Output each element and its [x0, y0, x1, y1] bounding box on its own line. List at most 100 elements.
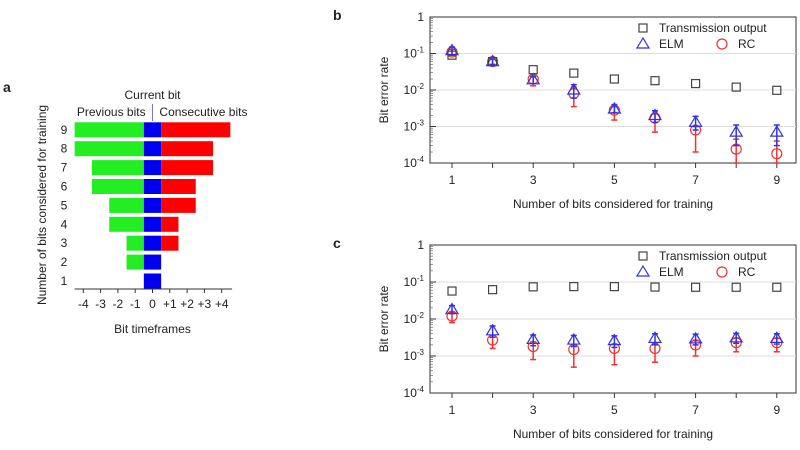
data-point-square [447, 50, 457, 60]
ytick-label: 10-1 [404, 274, 425, 289]
data-point-square [447, 286, 457, 296]
panel-a: Current bit Previous bits Consecutive bits… [35, 88, 247, 336]
data-point-square [690, 282, 701, 292]
data-point-square [690, 78, 701, 89]
panel-c: 10-4 10-3 10-2 10-1 1 1 3 5 7 9 Number of bits con… [377, 238, 797, 441]
data-point-triangle [566, 332, 581, 345]
ytick-label: 10-2 [404, 311, 425, 326]
ytick-label-8: 8 [61, 142, 68, 156]
ytick-label: 10-1 [404, 46, 425, 61]
xtick-label: -1 [130, 297, 141, 311]
data-point-triangle [729, 330, 744, 343]
xtick-label: 0 [149, 297, 156, 311]
ytick-label-5: 5 [61, 198, 68, 212]
y-axis-label: Bit error rate [377, 285, 391, 352]
bar-consecutive-3 [161, 235, 179, 251]
ytick-label-9: 9 [61, 123, 68, 137]
data-point-square [650, 282, 660, 292]
header-consecutive-bits: Consecutive bits [159, 105, 247, 119]
ytick-label-2: 2 [61, 255, 68, 269]
xtick-label: +1 [163, 297, 177, 311]
legend-label-transmission: Transmission output [659, 21, 767, 35]
bar-current-4 [143, 216, 162, 232]
legend-marker-transmission [638, 23, 648, 33]
data-point-square [609, 282, 620, 292]
bar-current-7 [143, 160, 162, 176]
xtick-label: 3 [530, 173, 537, 187]
panel-label-b: b [333, 7, 342, 23]
ytick-label-4: 4 [61, 217, 68, 231]
bar-consecutive-9 [161, 122, 231, 138]
ytick-label: 10-3 [404, 348, 425, 363]
x-axis-label: Bit timeframes [114, 322, 191, 336]
data-point-square [528, 282, 538, 292]
data-point-square [528, 65, 538, 75]
data-point-square [731, 282, 741, 292]
ytick-label: 10-2 [404, 82, 425, 97]
data-point-triangle [526, 72, 541, 85]
xtick-label: 1 [449, 173, 456, 187]
xtick-label: -3 [95, 297, 106, 311]
ytick-label: 10-4 [404, 155, 425, 170]
bar-consecutive-8 [161, 141, 214, 157]
data-point-square [488, 56, 498, 67]
ytick-label-3: 3 [61, 236, 68, 250]
bar-previous-2 [126, 254, 144, 270]
bar-current-9 [143, 122, 162, 138]
data-point-triangle [729, 124, 744, 137]
bar-current-6 [143, 179, 162, 194]
ytick-label: 10-4 [404, 385, 425, 400]
xtick-label: -4 [78, 297, 89, 311]
legend-label-elm: ELM [659, 265, 684, 279]
legend-marker-elm [635, 36, 651, 49]
data-point-square [731, 82, 741, 92]
xtick-label: 5 [611, 173, 618, 187]
panel-b: 10-4 10-3 10-2 10-1 1 1 3 5 7 9 Number of bits con… [377, 10, 797, 211]
data-point-triangle [607, 101, 622, 114]
legend-marker-transmission [638, 251, 648, 261]
bar-current-2 [143, 254, 162, 270]
data-point-triangle [647, 331, 663, 343]
bar-current-5 [143, 197, 162, 213]
bar-previous-4 [109, 216, 144, 232]
bar-consecutive-7 [161, 160, 214, 176]
xtick-label: 1 [449, 403, 456, 417]
data-point-square [569, 282, 579, 292]
data-point-square [488, 285, 498, 295]
data-point-square [569, 68, 579, 78]
data-point-triangle [688, 331, 703, 344]
bar-consecutive-6 [161, 179, 196, 194]
bar-previous-6 [91, 179, 144, 194]
data-point-triangle [647, 108, 663, 121]
bar-previous-8 [74, 141, 144, 157]
xtick-label: +2 [180, 297, 194, 311]
xtick-label: +4 [215, 297, 229, 311]
xtick-label: 7 [692, 403, 699, 417]
bar-previous-5 [109, 197, 144, 213]
legend-label-transmission: Transmission output [659, 249, 767, 263]
bar-current-8 [143, 141, 162, 157]
data-point-triangle [769, 124, 784, 137]
data-point-triangle [607, 333, 622, 346]
xtick-label: -2 [113, 297, 124, 311]
legend-label-elm: ELM [659, 37, 684, 51]
panel-label-a: a [3, 79, 11, 95]
xtick-label: 9 [773, 173, 780, 187]
xtick-label: 7 [692, 173, 699, 187]
data-point-square [772, 282, 782, 292]
legend-marker-rc [716, 266, 728, 278]
data-point-circle [771, 148, 783, 160]
data-point-triangle [444, 302, 460, 315]
ytick-label: 1 [417, 10, 424, 24]
ytick-label-7: 7 [61, 161, 68, 175]
ytick-label-6: 6 [61, 180, 68, 194]
data-point-triangle [526, 332, 541, 345]
header-current-bit: Current bit [124, 88, 181, 102]
data-point-square [650, 76, 660, 86]
bar-consecutive-5 [161, 197, 196, 213]
xtick-label: 5 [611, 403, 618, 417]
data-point-square [772, 85, 782, 95]
xtick-label: 3 [530, 403, 537, 417]
x-axis-label: Number of bits considered for training [513, 197, 713, 211]
